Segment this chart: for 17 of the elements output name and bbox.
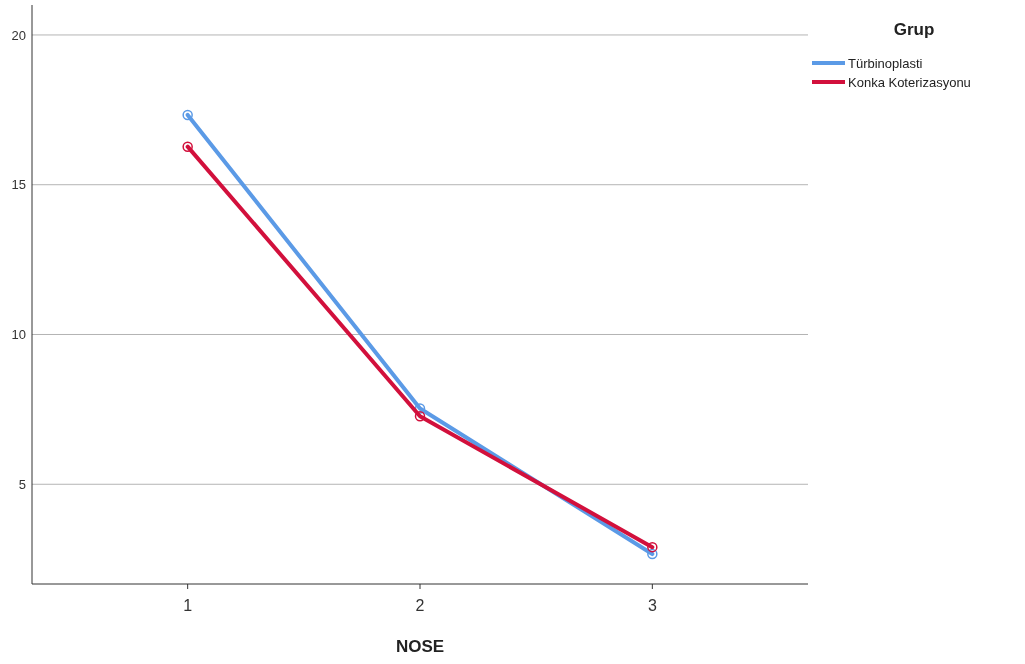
legend-title: Grup <box>893 20 935 39</box>
point <box>414 411 426 422</box>
x-axis-title: NOSE <box>395 637 445 656</box>
point <box>647 548 658 560</box>
y-tick-label: 15 <box>11 177 26 193</box>
x-tick-label: 3 <box>647 597 657 614</box>
point <box>182 109 193 121</box>
point <box>414 403 426 414</box>
y-tick-label: 5 <box>18 476 26 492</box>
x-tick-label: 1 <box>183 597 193 614</box>
y-tick-label: 10 <box>11 327 26 343</box>
y-tick-label: 20 <box>11 27 26 43</box>
point <box>182 141 193 152</box>
point <box>647 541 658 553</box>
x-tick-label: 2 <box>415 597 425 614</box>
legend-label: Konka Koterizasyonu <box>848 74 971 90</box>
legend-label: Türbinoplasti <box>848 55 923 71</box>
